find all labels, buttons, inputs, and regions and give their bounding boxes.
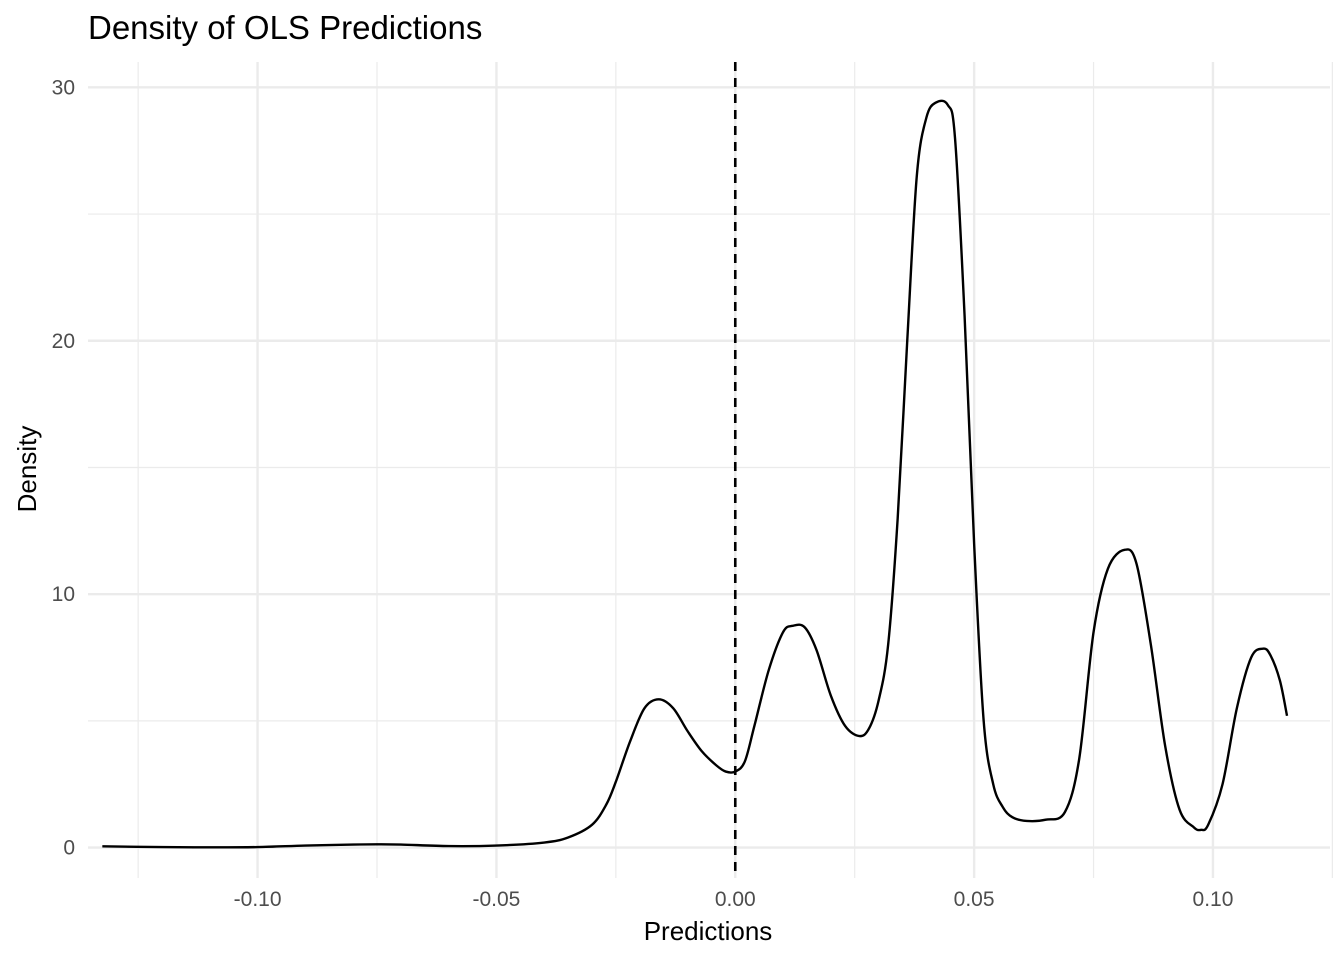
y-tick-label: 20: [52, 330, 75, 353]
density-curve: [102, 99, 1289, 849]
series-layer: [102, 99, 1289, 849]
x-tick-label: 0.00: [715, 888, 756, 911]
y-axis-title: Density: [12, 426, 42, 513]
y-tick-label: 10: [52, 583, 75, 606]
x-tick-label: 0.05: [954, 888, 995, 911]
y-tick-label: 0: [63, 837, 75, 860]
chart-title: Density of OLS Predictions: [88, 9, 482, 46]
x-tick-label: 0.10: [1193, 888, 1234, 911]
x-axis-tick-labels: -0.10 -0.05 0.00 0.05 0.10: [234, 888, 1234, 911]
y-tick-label: 30: [52, 76, 75, 99]
y-axis-tick-labels: 0 10 20 30: [52, 76, 75, 859]
x-tick-label: -0.10: [234, 888, 282, 911]
x-axis-title: Predictions: [644, 916, 773, 946]
grid: [88, 62, 1333, 878]
x-tick-label: -0.05: [472, 888, 520, 911]
